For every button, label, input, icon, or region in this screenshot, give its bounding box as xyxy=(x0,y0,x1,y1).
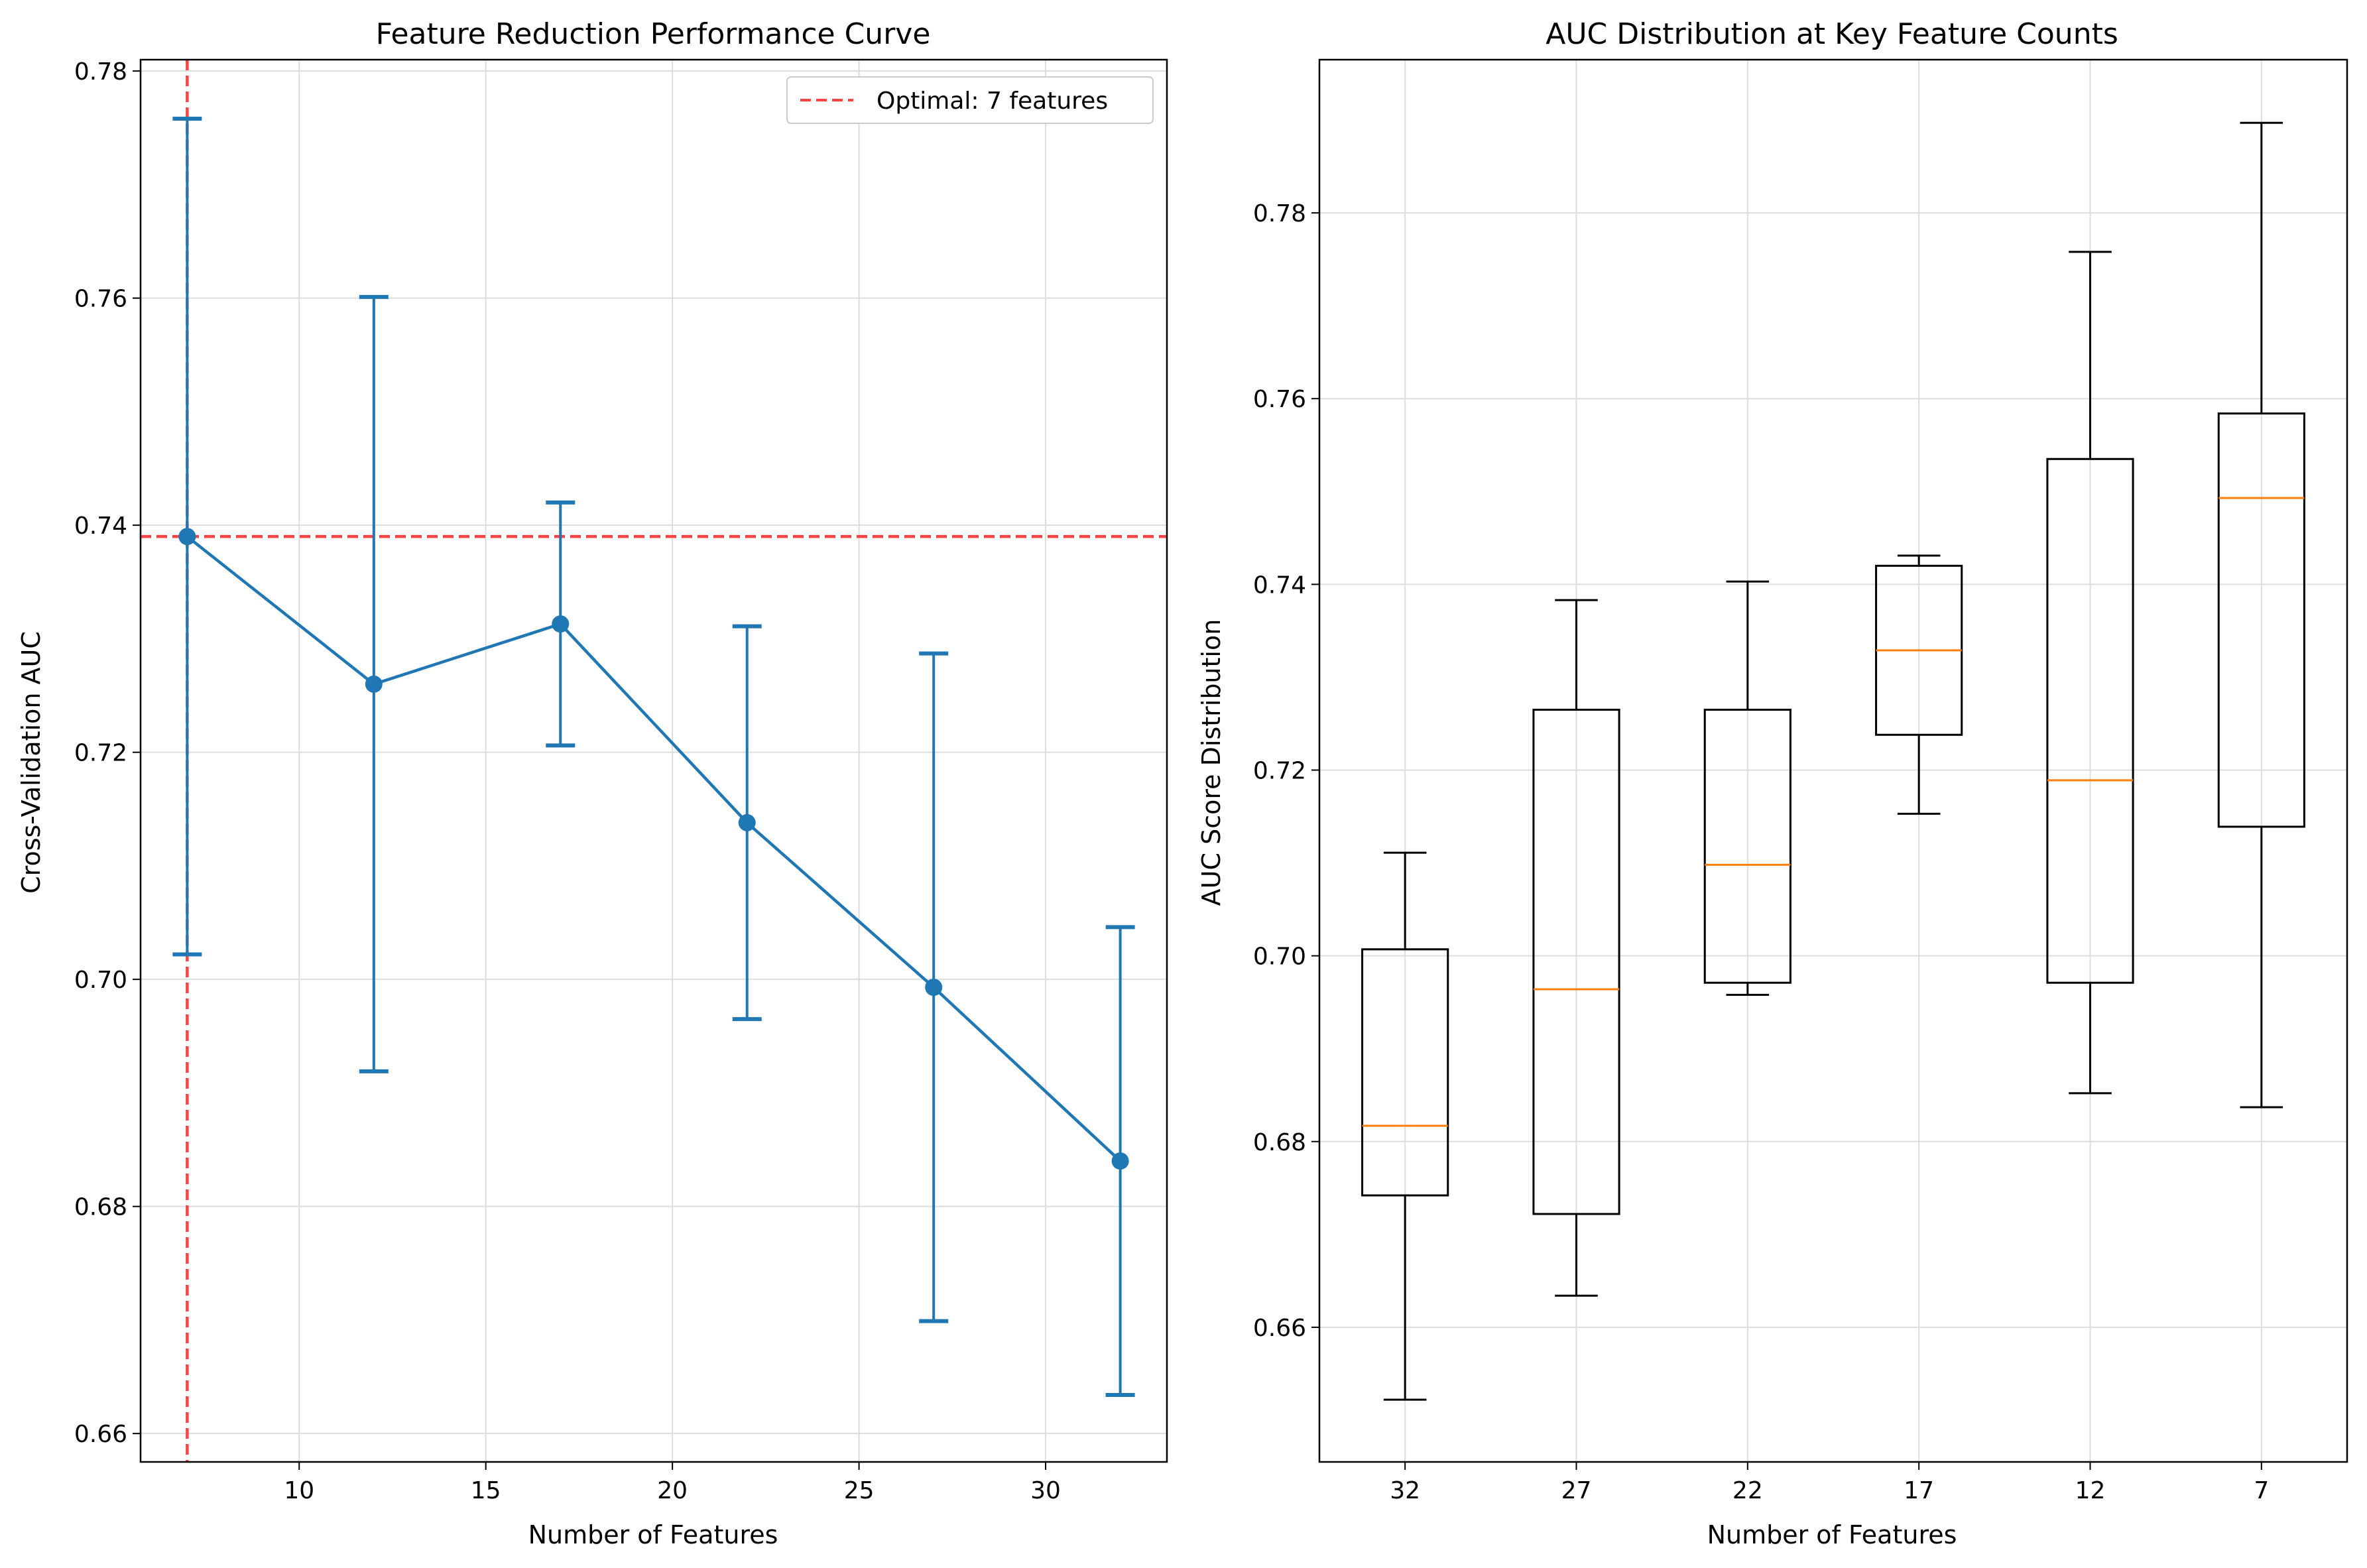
right-x-tick-label: 22 xyxy=(1732,1477,1763,1504)
data-point xyxy=(552,615,570,633)
box-iqr xyxy=(2217,412,2305,828)
box-iqr xyxy=(1532,708,1620,1215)
right-y-tick-label: 0.72 xyxy=(1253,758,1306,785)
left-series-marks xyxy=(172,117,1135,1397)
box-iqr xyxy=(2046,457,2134,984)
right-y-ticks: 0.66 0.68 0.70 0.72 0.74 0.76 0.78 xyxy=(1253,200,1319,1342)
right-y-axis-label: AUC Score Distribution xyxy=(1197,619,1226,906)
right-gridlines xyxy=(1319,60,2347,1462)
right-x-tick-label: 17 xyxy=(1904,1477,1934,1504)
left-x-tick-label: 20 xyxy=(657,1477,688,1504)
right-y-tick-label: 0.74 xyxy=(1253,572,1306,599)
right-box-marks xyxy=(1361,121,2305,1401)
left-y-tick-label: 0.72 xyxy=(74,740,127,767)
left-x-tick-label: 25 xyxy=(844,1477,875,1504)
left-x-tick-label: 10 xyxy=(284,1477,314,1504)
optimal-reference-lines xyxy=(141,60,1167,1462)
right-axes-frame xyxy=(1318,58,2348,1463)
left-y-tick-label: 0.70 xyxy=(74,967,127,994)
left-x-axis-label: Number of Features xyxy=(528,1520,778,1549)
right-x-tick-label: 12 xyxy=(2075,1477,2106,1504)
right-x-ticks: 32 27 22 17 12 7 xyxy=(1390,1462,2269,1504)
left-y-tick-label: 0.74 xyxy=(74,513,127,540)
box-iqr xyxy=(1703,708,1791,984)
auc-distribution-chart: AUC Distribution at Key Feature Counts 3… xyxy=(1197,17,2348,1549)
data-point xyxy=(178,528,196,546)
right-y-tick-label: 0.66 xyxy=(1253,1315,1306,1342)
left-y-axis-label: Cross-Validation AUC xyxy=(17,631,46,894)
data-point xyxy=(365,675,383,693)
right-y-tick-label: 0.78 xyxy=(1253,200,1306,227)
data-point xyxy=(738,814,756,831)
left-chart-title: Feature Reduction Performance Curve xyxy=(376,17,931,51)
legend-optimal-label: Optimal: 7 features xyxy=(877,88,1108,115)
left-x-tick-label: 30 xyxy=(1030,1477,1061,1504)
right-x-axis-label: Number of Features xyxy=(1707,1520,1957,1549)
right-x-tick-label: 27 xyxy=(1561,1477,1592,1504)
feature-reduction-chart: Feature Reduction Performance Curve 10 15… xyxy=(17,17,1168,1549)
left-x-ticks: 10 15 20 25 30 xyxy=(284,1462,1061,1504)
left-gridlines xyxy=(141,60,1167,1462)
right-y-tick-label: 0.70 xyxy=(1253,943,1306,971)
data-point xyxy=(1111,1152,1129,1170)
left-axes-frame xyxy=(139,58,1168,1463)
box-iqr xyxy=(1361,948,1449,1197)
right-x-tick-label: 7 xyxy=(2254,1477,2269,1504)
left-y-tick-label: 0.76 xyxy=(74,286,127,313)
right-y-tick-label: 0.76 xyxy=(1253,386,1306,413)
left-y-tick-label: 0.66 xyxy=(74,1421,127,1448)
data-point xyxy=(925,979,943,996)
left-y-ticks: 0.66 0.68 0.70 0.72 0.74 0.76 0.78 xyxy=(74,58,141,1448)
right-chart-title: AUC Distribution at Key Feature Counts xyxy=(1546,17,2118,51)
left-y-tick-label: 0.68 xyxy=(74,1194,127,1221)
legend: Optimal: 7 features xyxy=(786,76,1154,124)
right-y-tick-label: 0.68 xyxy=(1253,1129,1306,1156)
left-y-tick-label: 0.78 xyxy=(74,58,127,86)
left-x-tick-label: 15 xyxy=(471,1477,501,1504)
series-line xyxy=(186,535,1122,1162)
legend-box xyxy=(786,76,1154,124)
right-x-tick-label: 32 xyxy=(1390,1477,1420,1504)
